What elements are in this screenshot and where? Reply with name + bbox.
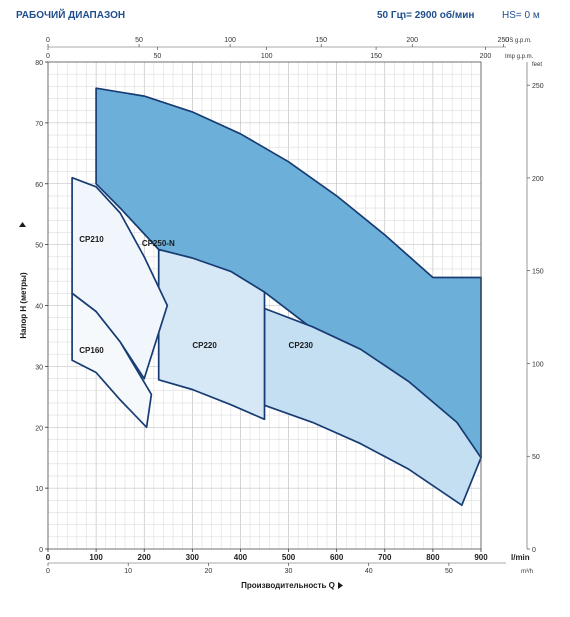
- speed-label: n= 2900 об/мин: [400, 10, 475, 21]
- imp-gpm-tick-label: 200: [480, 53, 492, 60]
- series-label-cp230: CP230: [289, 341, 314, 350]
- x-tick-label: 600: [330, 553, 344, 562]
- feet-tick-label: 100: [532, 361, 544, 368]
- us-gpm-tick-label: 0: [46, 37, 50, 44]
- feet-tick-label: 50: [532, 454, 540, 461]
- x-axis-title: Производительность Q: [241, 581, 335, 590]
- m3h-tick-label: 0: [46, 568, 50, 575]
- x-tick-label: 0: [46, 553, 51, 562]
- m3h-unit-label: m³/h: [521, 569, 533, 575]
- x-unit-label: l/min: [511, 553, 530, 562]
- chart-title: РАБОЧИЙ ДИАПАЗОН: [16, 10, 126, 21]
- y-axis-title: Напор H (метры): [19, 272, 28, 339]
- us-gpm-tick-label: 250: [497, 37, 509, 44]
- series-area-cp230: [263, 307, 482, 507]
- x-tick-label: 800: [426, 553, 440, 562]
- imp-gpm-tick-label: 150: [370, 53, 382, 60]
- series-areas: [71, 87, 482, 507]
- series-area-cp160: [71, 292, 153, 429]
- feet-tick-label: 0: [532, 547, 536, 554]
- y-tick-label: 30: [35, 364, 43, 371]
- y-axis-arrow-icon: [19, 222, 26, 227]
- imp-gpm-tick-label: 100: [261, 53, 273, 60]
- us-gpm-tick-label: 150: [315, 37, 327, 44]
- x-tick-label: 500: [282, 553, 296, 562]
- x-axis-arrow-icon: [338, 582, 343, 589]
- series-label-cp220: CP220: [192, 341, 217, 350]
- y-tick-label: 60: [35, 182, 43, 189]
- suction-head-label: HS= 0 м: [502, 10, 540, 21]
- y-tick-label: 10: [35, 486, 43, 493]
- x-tick-label: 900: [474, 553, 488, 562]
- imp-gpm-tick-label: 0: [46, 53, 50, 60]
- series-label-cp250-n: CP250-N: [142, 239, 175, 248]
- series-labels: CP250-N CP230 CP220 CP210 CP160: [79, 235, 313, 355]
- feet-tick-label: 150: [532, 269, 544, 276]
- y-tick-label: 20: [35, 425, 43, 432]
- y-tick-label: 70: [35, 121, 43, 128]
- x-tick-label: 700: [378, 553, 392, 562]
- y-tick-label: 0: [39, 547, 43, 554]
- m3h-tick-label: 40: [365, 568, 373, 575]
- feet-tick-label: 250: [532, 83, 544, 90]
- series-label-cp210: CP210: [79, 235, 104, 244]
- us-gpm-tick-label: 200: [406, 37, 418, 44]
- imp-gpm-unit-label: Imp g.p.m.: [505, 54, 534, 60]
- x-tick-label: 100: [89, 553, 103, 562]
- series-label-cp160: CP160: [79, 346, 104, 355]
- series-area-cp220: [157, 248, 266, 421]
- us-gpm-tick-label: 100: [224, 37, 236, 44]
- feet-tick-label: 200: [532, 176, 544, 183]
- x-tick-label: 300: [186, 553, 200, 562]
- m3h-tick-label: 50: [445, 568, 453, 575]
- y-tick-label: 40: [35, 304, 43, 311]
- imp-gpm-tick-label: 50: [153, 53, 161, 60]
- us-gpm-tick-label: 50: [135, 37, 143, 44]
- m3h-tick-label: 30: [285, 568, 293, 575]
- m3h-tick-label: 20: [204, 568, 212, 575]
- us-gpm-unit-label: US g.p.m.: [505, 38, 532, 44]
- feet-unit-label: feet: [532, 62, 542, 68]
- y-tick-label: 50: [35, 243, 43, 250]
- y-tick-label: 80: [35, 60, 43, 67]
- m3h-tick-label: 10: [124, 568, 132, 575]
- x-tick-label: 200: [138, 553, 152, 562]
- x-tick-label: 400: [234, 553, 248, 562]
- frequency-label: 50 Гц: [377, 10, 403, 21]
